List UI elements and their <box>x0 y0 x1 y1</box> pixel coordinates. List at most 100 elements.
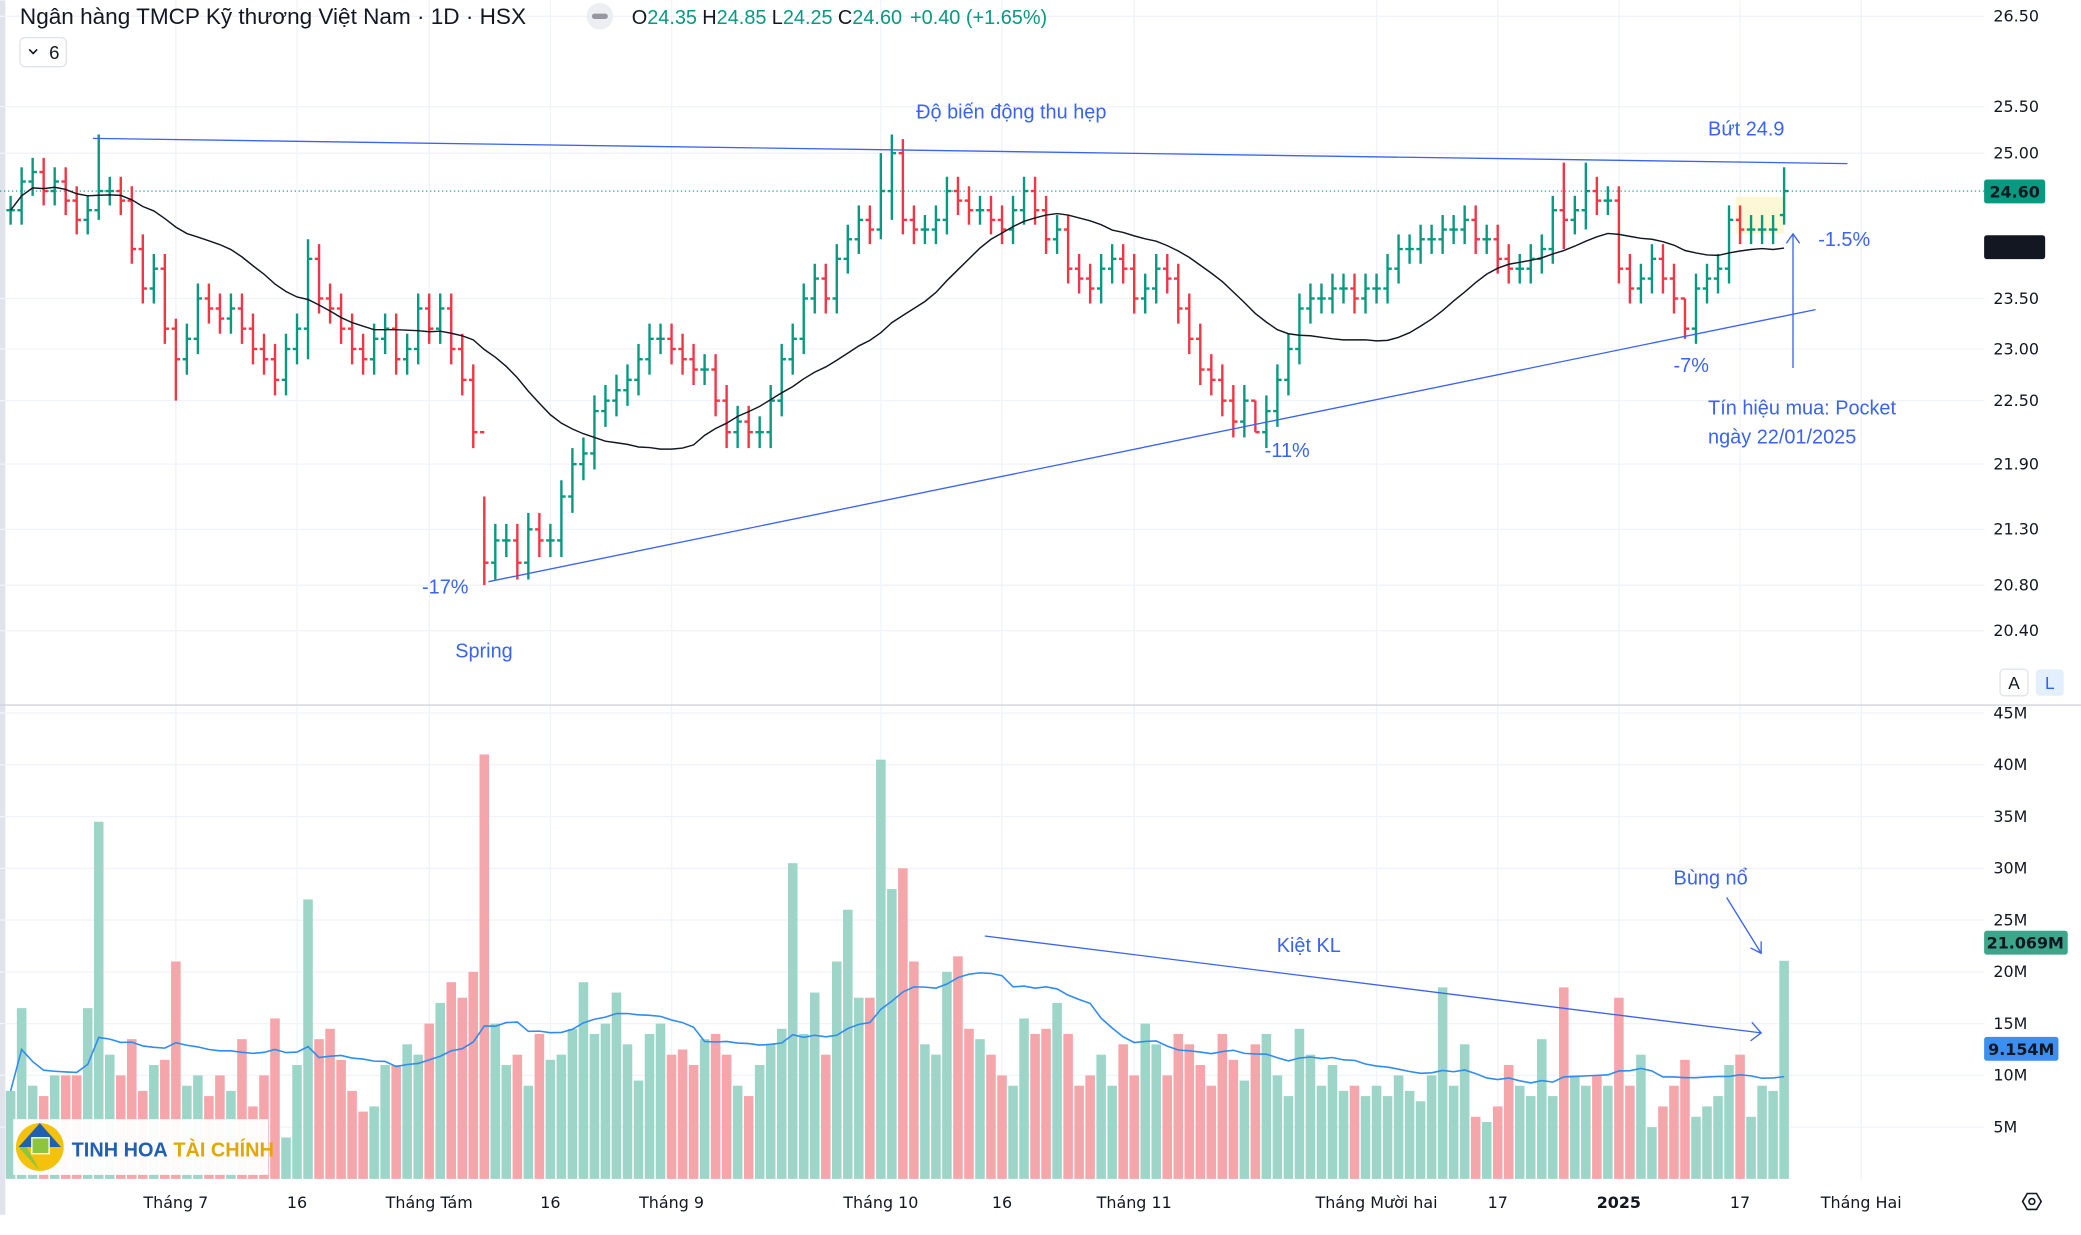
volume-tick-label: 30M <box>1993 859 2027 878</box>
volume-bar <box>765 1044 776 1179</box>
volume-bar <box>1327 1065 1338 1179</box>
ohlc-bar <box>369 323 379 375</box>
volume-bar <box>171 961 181 1179</box>
ohlc-bar <box>204 283 214 324</box>
resistance-line[interactable] <box>92 137 1848 165</box>
volume-bar <box>303 899 313 1179</box>
ohlc-bar <box>1537 234 1547 274</box>
auto-scale-label: A <box>2008 673 2020 693</box>
volume-bar <box>1239 1080 1250 1179</box>
pocket-highlight <box>1735 196 1784 234</box>
annotation-spring: Spring <box>455 640 513 662</box>
ohlc-bar <box>1295 293 1304 365</box>
low-label: L <box>772 7 783 29</box>
volume-bar <box>127 1039 137 1179</box>
settings-gear-icon[interactable] <box>2021 1192 2043 1211</box>
last-price-label: 24.60 <box>1984 179 2046 204</box>
time-axis[interactable]: Tháng 7 16 Tháng Tám 16 Tháng 9 Tháng 10 16 Thá… <box>142 1193 1901 1212</box>
volume-bar <box>887 889 897 1179</box>
volume-bar <box>732 1085 743 1179</box>
volume-bar <box>975 1039 985 1179</box>
ohlc-bar <box>1625 253 1635 304</box>
ohlc-bar <box>358 333 368 375</box>
volume-bar <box>1768 1090 1778 1179</box>
ohlc-bar <box>446 293 456 365</box>
volume-bar <box>898 868 908 1179</box>
volume-tick-label: 20M <box>1993 962 2027 981</box>
ohlc-bar <box>6 195 15 225</box>
volume-bar <box>104 1054 115 1179</box>
volume-bar <box>336 1059 346 1179</box>
volume-bar <box>391 1065 401 1179</box>
volume-axis[interactable]: 45M 40M 35M 30M 25M 20M 15M 10M 5M <box>1993 703 2027 1136</box>
ohlc-bar <box>138 234 148 304</box>
ohlc-bar <box>645 323 654 375</box>
ohlc-bar <box>1273 364 1282 427</box>
ohlc-bar <box>336 293 346 344</box>
volume-bar <box>1669 1085 1679 1179</box>
ohlc-bar <box>1735 205 1745 245</box>
volume-bar <box>281 1137 291 1179</box>
volume-bar <box>997 1075 1007 1179</box>
price-axis[interactable]: 26.50 25.50 25.00 23.50 23.00 22.50 21.90 21.30… <box>1993 7 2039 640</box>
volume-bar <box>1536 1039 1547 1179</box>
volume-bar <box>523 1085 534 1179</box>
volume-bar <box>876 759 886 1179</box>
time-tick-label: Tháng Hai <box>1820 1193 1902 1212</box>
support-line[interactable] <box>488 308 1816 583</box>
time-tick-label: Tháng 7 <box>142 1193 208 1212</box>
ohlc-bar <box>226 293 236 334</box>
ohlc-bar <box>1185 293 1194 355</box>
volume-bar <box>1129 1075 1139 1179</box>
ohlc-bar <box>634 343 643 396</box>
volume-bar <box>1261 1033 1272 1179</box>
ohlc-bar <box>909 205 919 245</box>
volume-tick-label: 25M <box>1993 910 2027 929</box>
volume-tick-label: 15M <box>1993 1014 2027 1033</box>
volume-bar <box>1625 1085 1635 1179</box>
ohlc-bar <box>1118 244 1128 284</box>
ohlc-bar <box>1460 205 1469 245</box>
ohlc-bar <box>1427 224 1436 254</box>
auto-scale-button[interactable]: A <box>1999 668 2029 697</box>
ohlc-bar <box>1416 224 1425 264</box>
annotation-volatility: Độ biến động thu hẹp <box>916 101 1106 123</box>
volume-bar <box>556 1054 567 1179</box>
ohlc-bar <box>50 167 59 206</box>
ohlc-bar <box>656 323 665 355</box>
volume-bar <box>1107 1085 1117 1179</box>
volume-bar <box>1118 1044 1128 1179</box>
ohlc-bar <box>513 523 522 580</box>
price-tick-label: 26.50 <box>1993 7 2039 26</box>
volume-bar <box>611 992 622 1179</box>
indicators-toggle-button[interactable]: 6 <box>19 36 68 68</box>
volume-bar <box>578 982 589 1179</box>
ohlc-bar <box>1284 333 1293 396</box>
ohlc-bar <box>1196 323 1205 386</box>
ohlc-bar <box>612 374 621 417</box>
volume-ma-value: 9.154M <box>1988 1040 2054 1059</box>
symbol-title[interactable]: Ngân hàng TMCP Kỹ thương Việt Nam · 1D ·… <box>20 4 526 29</box>
ohlc-bar <box>1482 224 1491 254</box>
ohlc-bar <box>182 323 192 375</box>
explosion-arrow[interactable] <box>1726 897 1762 954</box>
volume-bar <box>1052 1002 1062 1179</box>
ohlc-bar <box>1515 253 1524 284</box>
volume-trend-line[interactable] <box>984 935 1762 1034</box>
ohlc-bar <box>1251 399 1260 434</box>
volume-bar <box>314 1039 324 1179</box>
volume-bar <box>1096 1054 1106 1179</box>
volume-bar <box>1217 1033 1228 1179</box>
volume-bar <box>413 1054 423 1179</box>
ohlc-bar <box>898 139 908 235</box>
logo-text-part1: TINH HOA <box>72 1139 168 1161</box>
volume-bar <box>1658 1106 1668 1179</box>
log-scale-button[interactable]: L <box>2035 669 2064 696</box>
ohlc-bar <box>1779 167 1789 225</box>
volume-bar <box>1691 1116 1701 1179</box>
ohlc-bar <box>997 205 1007 245</box>
ohlc-bar <box>281 333 291 396</box>
ohlc-bar <box>1317 283 1326 314</box>
volume-tick-label: 40M <box>1993 755 2027 774</box>
